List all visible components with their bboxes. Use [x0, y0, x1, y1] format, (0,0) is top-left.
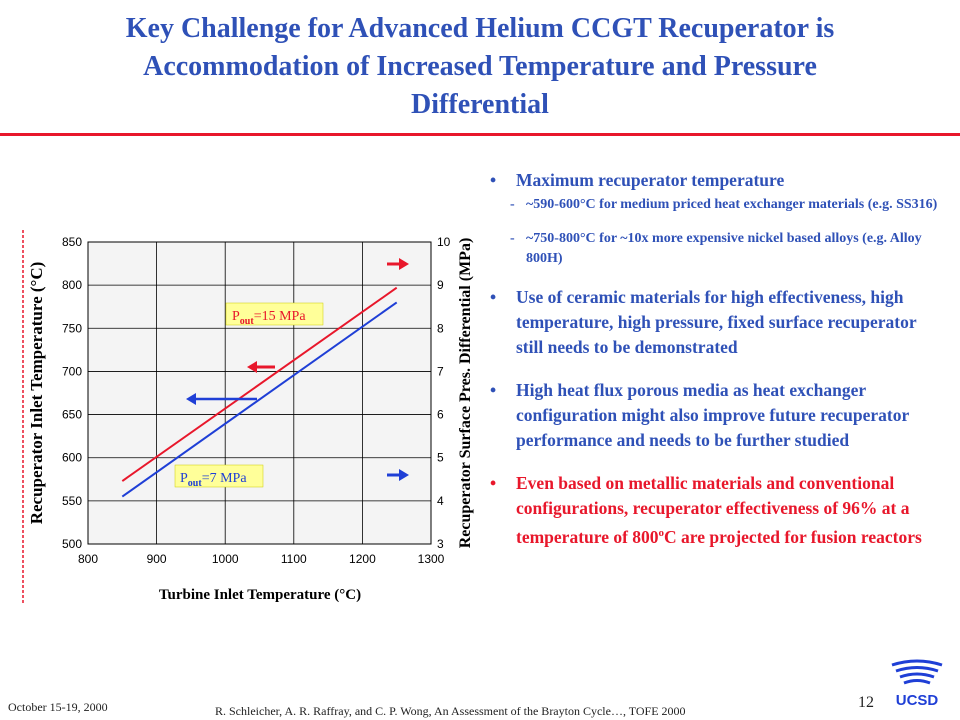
x-tick-label: 1200 — [349, 552, 376, 566]
arrow-blue-right — [387, 469, 409, 481]
label-pout-15: Pout=15 MPa — [225, 302, 324, 327]
y2-axis-title: Recuperator Surface Pres. Differential (… — [457, 238, 474, 549]
x-tick-label: 900 — [147, 552, 167, 566]
title-line-2: Accommodation of Increased Temperature a… — [143, 51, 817, 82]
label-7-rest: =7 MPa — [202, 471, 248, 486]
ucsd-logo-text: UCSD — [896, 692, 939, 709]
y2-tick-labels: 3 4 5 6 7 8 9 10 — [437, 235, 451, 551]
y2-tick-label: 5 — [437, 451, 444, 465]
y-tick-label: 600 — [62, 451, 82, 465]
grid-horizontal — [88, 241, 431, 545]
y2-tick-label: 6 — [437, 408, 444, 422]
sub-bullet-ss316: - ~590-600°C for medium priced heat exch… — [490, 195, 945, 215]
footer-citation: R. Schleicher, A. R. Raffray, and C. P. … — [215, 704, 686, 718]
series-line-0 — [121, 286, 398, 482]
label-7-sub: out — [188, 478, 203, 489]
y-tick-label: 500 — [62, 537, 82, 551]
series-lines — [121, 286, 398, 498]
label-pout-7: Pout=7 MPa — [174, 464, 264, 489]
bullet-porous-media-text: High heat flux porous media as heat exch… — [516, 380, 909, 450]
y2-tick-label: 9 — [437, 278, 444, 292]
series-line-1 — [121, 301, 398, 498]
degree-superscript: o — [658, 527, 665, 539]
title-line-1: Key Challenge for Advanced Helium CCGT R… — [125, 13, 835, 44]
y2-tick-label: 4 — [437, 494, 444, 508]
x-tick-label: 1000 — [212, 552, 239, 566]
y-tick-label: 700 — [62, 364, 82, 378]
x-tick-labels: 800 900 1000 1100 1200 1300 — [78, 552, 445, 566]
sub-bullet-alloy: - ~750-800°C for ~10x more expensive nic… — [490, 229, 945, 269]
bullet-marker: • — [490, 473, 497, 493]
arrow-red-right — [387, 258, 409, 270]
bullet-metallic-text-end: C are projected for fusion reactors — [664, 526, 922, 547]
title-divider — [0, 133, 960, 136]
y-axis-title: Recuperator Inlet Temperature (°C) — [27, 262, 46, 525]
footer-date: October 15-19, 2000 — [8, 700, 108, 714]
bullet-list: • Maximum recuperator temperature - ~590… — [490, 168, 945, 550]
svg-text:Pout=15 MPa: Pout=15 MPa — [232, 309, 306, 327]
svg-text:Pout=7 MPa: Pout=7 MPa — [180, 471, 247, 489]
bullet-ceramic: • Use of ceramic materials for high effe… — [490, 285, 945, 360]
arrow-blue-left — [186, 393, 257, 405]
label-15-sub: out — [240, 316, 255, 327]
sub-bullet-ss316-text: ~590-600°C for medium priced heat exchan… — [526, 197, 938, 212]
y2-tick-label: 7 — [437, 364, 444, 378]
label-15-rest: =15 MPa — [254, 309, 307, 324]
bullet-metallic: • Even based on metallic materials and c… — [490, 471, 945, 550]
bullet-porous-media: • High heat flux porous media as heat ex… — [490, 378, 945, 453]
bullet-metallic-text: Even based on metallic materials and con… — [516, 473, 910, 547]
x-tick-label: 1300 — [418, 552, 445, 566]
y-tick-label: 750 — [62, 321, 82, 335]
x-tick-label: 800 — [78, 552, 98, 566]
y-tick-label: 850 — [62, 235, 82, 249]
grid-vertical — [87, 242, 432, 544]
bullet-marker: • — [490, 287, 497, 307]
title-line-3: Differential — [411, 89, 549, 120]
sub-bullet-marker: - — [510, 231, 515, 246]
y2-tick-label: 10 — [437, 235, 451, 249]
y-tick-label: 550 — [62, 494, 82, 508]
y-tick-label: 800 — [62, 278, 82, 292]
y-tick-label: 650 — [62, 408, 82, 422]
bullet-marker: • — [490, 170, 497, 190]
ucsd-logo: UCSD — [891, 659, 943, 709]
bullet-max-temp-text: Maximum recuperator temperature — [516, 170, 785, 190]
bullet-marker: • — [490, 380, 497, 400]
recuperator-chart: 800 900 1000 1100 1200 1300 50055060065070075… — [22, 230, 474, 603]
sub-bullet-alloy-text: ~750-800°C for ~10x more expensive nicke… — [526, 231, 922, 266]
x-axis-title: Turbine Inlet Temperature (°C) — [159, 587, 361, 603]
bullet-max-temp: • Maximum recuperator temperature — [490, 168, 945, 193]
label-7-main: P — [180, 471, 188, 486]
x-tick-label: 1100 — [281, 552, 307, 566]
page-number: 12 — [858, 694, 874, 711]
arrow-red-left — [247, 361, 275, 373]
y-tick-labels: 500 550 600 650 700 750 800 850 — [62, 235, 82, 551]
sub-bullet-marker: - — [510, 197, 515, 212]
plot-area — [87, 241, 432, 545]
slide-title: Key Challenge for Advanced Helium CCGT R… — [20, 10, 940, 124]
y2-tick-label: 8 — [437, 321, 444, 335]
label-15-main: P — [232, 309, 240, 324]
bullet-ceramic-text: Use of ceramic materials for high effect… — [516, 287, 917, 357]
y2-tick-label: 3 — [437, 537, 444, 551]
